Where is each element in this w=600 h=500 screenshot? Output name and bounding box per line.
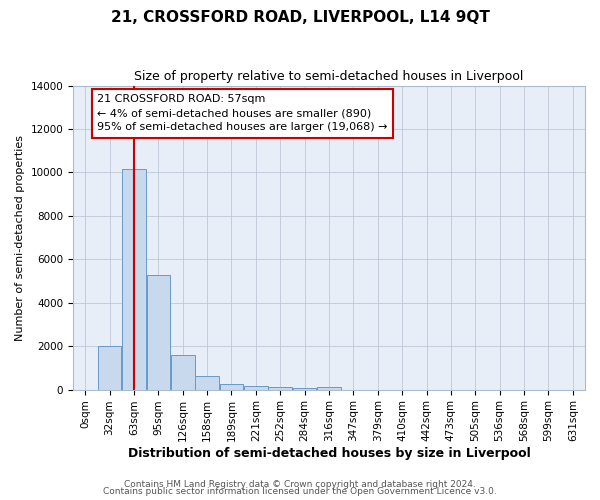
X-axis label: Distribution of semi-detached houses by size in Liverpool: Distribution of semi-detached houses by …: [128, 447, 530, 460]
Text: 21, CROSSFORD ROAD, LIVERPOOL, L14 9QT: 21, CROSSFORD ROAD, LIVERPOOL, L14 9QT: [110, 10, 490, 25]
Bar: [244, 386, 268, 390]
Bar: [122, 169, 146, 390]
Bar: [317, 387, 341, 390]
Bar: [220, 384, 244, 390]
Title: Size of property relative to semi-detached houses in Liverpool: Size of property relative to semi-detach…: [134, 70, 524, 83]
Text: 21 CROSSFORD ROAD: 57sqm
← 4% of semi-detached houses are smaller (890)
95% of s: 21 CROSSFORD ROAD: 57sqm ← 4% of semi-de…: [97, 94, 388, 132]
Bar: [195, 376, 219, 390]
Text: Contains public sector information licensed under the Open Government Licence v3: Contains public sector information licen…: [103, 488, 497, 496]
Bar: [146, 275, 170, 390]
Bar: [171, 355, 194, 390]
Text: Contains HM Land Registry data © Crown copyright and database right 2024.: Contains HM Land Registry data © Crown c…: [124, 480, 476, 489]
Y-axis label: Number of semi-detached properties: Number of semi-detached properties: [15, 134, 25, 340]
Bar: [98, 346, 121, 390]
Bar: [293, 388, 316, 390]
Bar: [268, 387, 292, 390]
